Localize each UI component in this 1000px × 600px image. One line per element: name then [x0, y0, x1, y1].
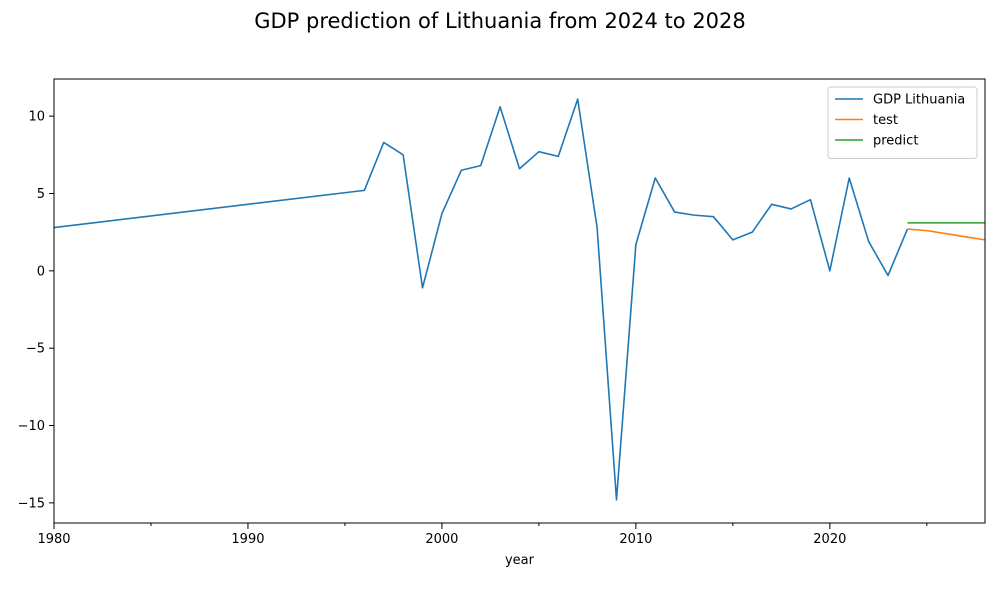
y-tick-label--10: −10: [18, 419, 45, 434]
x-tick-label-1980: 1980: [37, 532, 70, 547]
legend-label-gdp-lithuania: GDP Lithuania: [873, 93, 965, 108]
y-tick-label-0: 0: [37, 264, 45, 279]
y-tick-label-10: 10: [28, 110, 45, 125]
series-layer: [54, 98, 985, 501]
legend-box: [827, 86, 978, 159]
x-tick-label-2000: 2000: [425, 532, 458, 547]
legend-label-predict: predict: [873, 134, 918, 149]
plot-frame: [53, 78, 986, 524]
x-axis-label: year: [505, 553, 535, 568]
x-tick-label-2020: 2020: [813, 532, 846, 547]
legend-label-test: test: [873, 113, 898, 128]
chart-title: GDP prediction of Lithuania from 2024 to…: [254, 9, 746, 33]
y-tick-label--15: −15: [18, 496, 45, 511]
series-line-gdp-lithuania: [54, 98, 909, 501]
x-tick-label-2010: 2010: [619, 532, 652, 547]
y-axis: 10 5 0 −5 −10 −15: [18, 110, 54, 511]
legend: GDP Lithuania test predict: [827, 86, 978, 159]
y-tick-label--5: −5: [26, 342, 45, 357]
y-tick-label-5: 5: [37, 187, 45, 202]
x-tick-label-1990: 1990: [231, 532, 264, 547]
series-line-test: [907, 228, 985, 241]
x-axis: 1980 1990 2000 2010 2020: [37, 523, 928, 547]
